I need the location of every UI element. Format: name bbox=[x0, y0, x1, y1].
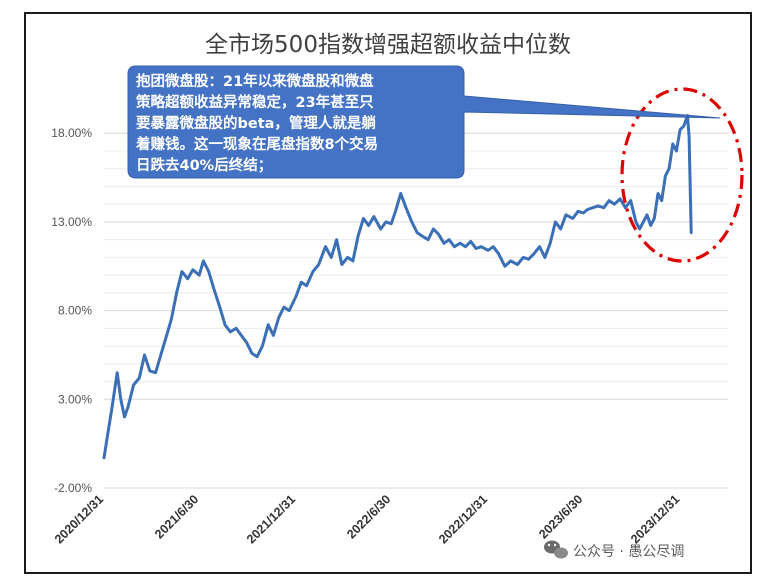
callout-line: 要暴露微盘股的beta，管理人就是躺 bbox=[136, 114, 376, 132]
series-line bbox=[102, 114, 693, 460]
callout-line: 抱团微盘股：21年以来微盘股和微盘 bbox=[136, 72, 374, 90]
callout-text: 抱团微盘股：21年以来微盘股和微盘策略超额收益异常稳定，23年甚至只要暴露微盘股… bbox=[135, 72, 378, 174]
x-tick-label: 2022/6/30 bbox=[344, 492, 393, 541]
x-axis-ticks: 2020/12/31 2021/6/30 2021/12/31 2022/6/30 20… bbox=[52, 492, 682, 546]
grid-lines bbox=[104, 132, 728, 489]
y-axis-ticks: 18.00% 13.00% 8.00% 3.00% -2.00% bbox=[51, 126, 92, 495]
wechat-icon bbox=[544, 540, 568, 559]
watermark-text: 公众号 · 愚公尽调 bbox=[573, 544, 684, 560]
x-tick-label: 2023/6/30 bbox=[536, 492, 585, 541]
y-tick-label: 13.00% bbox=[51, 215, 92, 229]
y-tick-label: 8.00% bbox=[58, 304, 92, 318]
x-tick-label: 2020/12/31 bbox=[52, 492, 106, 546]
x-tick-label: 2021/6/30 bbox=[152, 492, 201, 541]
callout-line: 策略超额收益异常稳定，23年甚至只 bbox=[135, 93, 374, 111]
chart-title: 全市场500指数增强超额收益中位数 bbox=[205, 32, 571, 58]
callout-box bbox=[127, 65, 721, 179]
y-tick-label: 18.00% bbox=[51, 126, 92, 140]
y-tick-label: -2.00% bbox=[54, 481, 92, 495]
x-tick-label: 2021/12/31 bbox=[244, 492, 298, 546]
x-tick-label: 2023/12/31 bbox=[628, 492, 682, 546]
callout-line: 日跌去40%后终结； bbox=[136, 156, 272, 174]
callout-line: 着赚钱。这一现象在尾盘指数8个交易 bbox=[135, 135, 378, 153]
watermark: 公众号 · 愚公尽调 bbox=[544, 540, 684, 560]
x-tick-label: 2022/12/31 bbox=[436, 492, 490, 546]
highlight-ellipse bbox=[620, 87, 744, 263]
y-tick-label: 3.00% bbox=[58, 392, 92, 406]
